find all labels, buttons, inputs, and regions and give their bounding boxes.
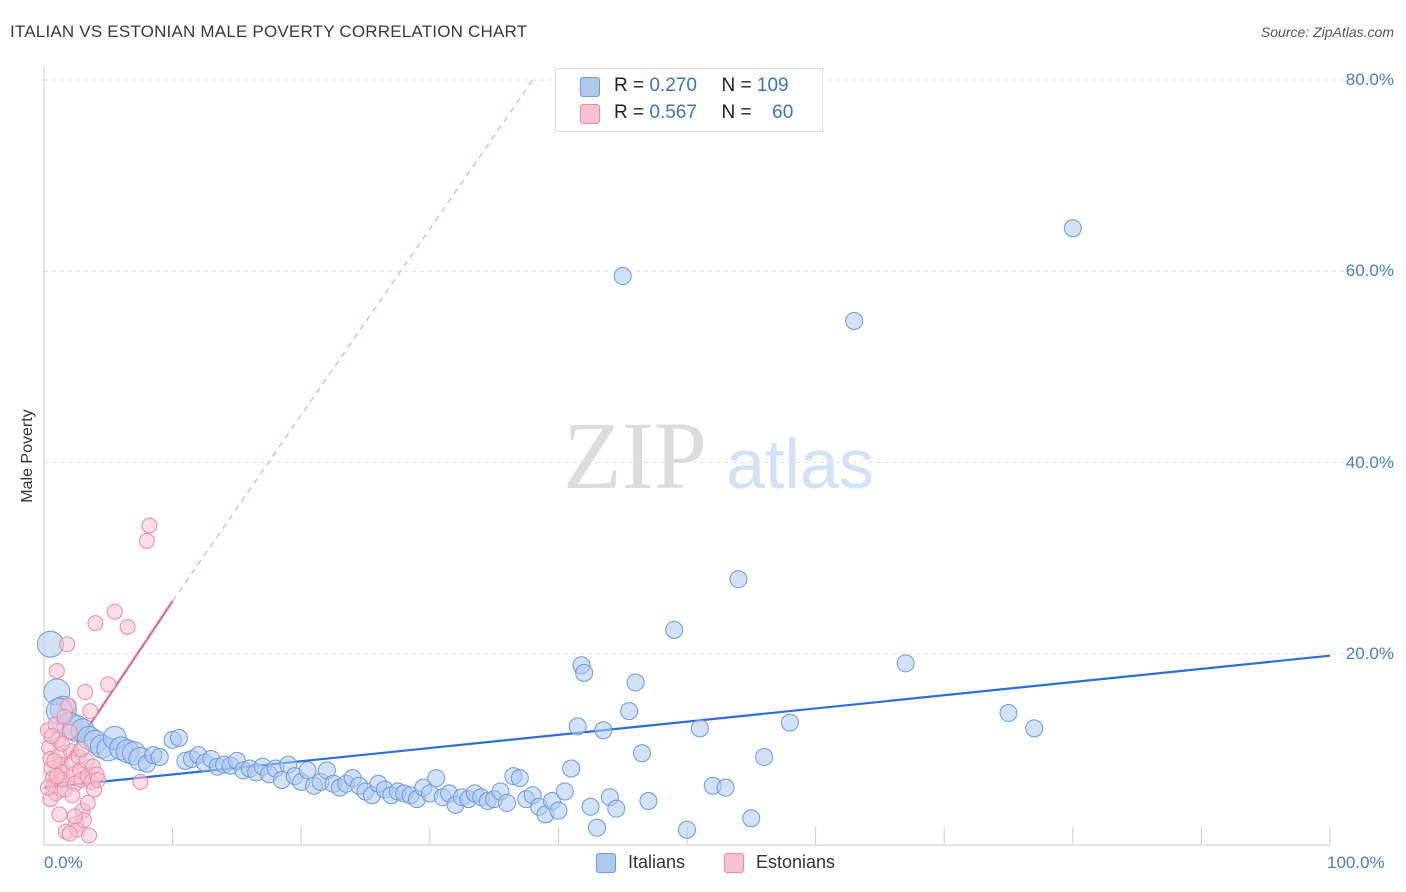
point-italians xyxy=(587,818,606,837)
y-tick-label: 40.0% xyxy=(1345,452,1394,472)
point-italians xyxy=(607,799,626,818)
point-italians xyxy=(1063,219,1082,238)
trend-extension-estonians xyxy=(172,79,534,602)
point-italians xyxy=(581,797,600,816)
y-tick-label: 80.0% xyxy=(1345,70,1394,89)
point-estonians xyxy=(46,752,63,769)
point-estonians xyxy=(81,827,98,844)
point-italians xyxy=(690,719,709,738)
legend-r-label: R = xyxy=(614,75,645,96)
point-italians xyxy=(427,769,446,788)
y-tick-label: 20.0% xyxy=(1345,643,1394,663)
axes xyxy=(43,66,1331,846)
legend-r-value: 0.567 xyxy=(649,102,697,123)
legend-r-value: 0.270 xyxy=(649,75,697,96)
watermark-atlas: atlas xyxy=(726,425,874,503)
point-italians xyxy=(999,704,1018,723)
point-estonians xyxy=(77,684,94,700)
point-italians xyxy=(742,809,761,828)
point-italians xyxy=(594,721,613,740)
y-tick-label: 60.0% xyxy=(1345,261,1394,281)
point-estonians xyxy=(87,615,104,632)
legend-n-label: N = xyxy=(721,75,752,96)
legend-n-value: 60 xyxy=(772,102,794,123)
point-italians xyxy=(555,782,574,801)
x-tick-max: 100.0% xyxy=(1327,853,1385,872)
point-estonians xyxy=(43,727,60,744)
point-estonians xyxy=(82,703,99,720)
legend-swatch-estonians xyxy=(580,104,600,124)
bottom-legend-label-italians: Italians xyxy=(628,852,686,872)
point-estonians xyxy=(61,724,78,741)
point-estonians xyxy=(119,618,136,635)
point-italians xyxy=(845,311,864,330)
bottom-legend-swatch-estonians xyxy=(724,853,744,873)
grid xyxy=(44,79,1392,655)
legend-n-value: 109 xyxy=(756,75,789,96)
point-italians xyxy=(729,570,748,589)
point-italians xyxy=(150,748,169,767)
point-italians xyxy=(497,793,516,812)
point-italians xyxy=(780,713,799,732)
point-italians xyxy=(665,620,684,639)
point-estonians xyxy=(64,787,81,804)
point-italians xyxy=(510,769,529,788)
point-italians xyxy=(170,728,189,747)
point-italians xyxy=(298,761,317,780)
legend-r-label: R = xyxy=(614,102,645,123)
point-estonians xyxy=(138,532,155,549)
point-estonians xyxy=(90,771,107,788)
point-estonians xyxy=(106,603,123,620)
legend-n-label: N = xyxy=(721,102,752,123)
point-italians xyxy=(639,792,658,811)
source-label: Source: ZipAtlas.com xyxy=(1260,24,1394,40)
point-italians xyxy=(755,748,774,767)
point-italians xyxy=(620,702,639,721)
point-estonians xyxy=(56,708,73,725)
point-estonians xyxy=(51,806,68,823)
legend-swatch-italians xyxy=(580,77,600,97)
point-estonians xyxy=(100,676,117,693)
point-estonians xyxy=(79,794,96,811)
point-italians xyxy=(568,717,587,736)
watermark-zip: ZIP xyxy=(563,402,707,509)
point-italians xyxy=(632,744,651,763)
point-italians xyxy=(1025,719,1044,738)
chart-title: ITALIAN VS ESTONIAN MALE POVERTY CORRELA… xyxy=(10,22,528,41)
point-italians xyxy=(896,654,915,673)
point-italians xyxy=(562,759,581,778)
point-italians xyxy=(678,820,696,839)
point-estonians xyxy=(141,517,158,534)
x-tick-min: 0.0% xyxy=(44,853,83,872)
bottom-legend-label-estonians: Estonians xyxy=(756,852,836,872)
point-estonians xyxy=(73,741,90,758)
legend: R = 0.270 N = 109 R = 0.567 N = 60 xyxy=(555,68,823,132)
point-italians xyxy=(716,778,735,797)
bottom-legend-swatch-italians xyxy=(596,853,616,873)
point-estonians xyxy=(48,768,65,785)
data-points xyxy=(36,219,1082,844)
point-estonians xyxy=(61,825,78,842)
point-estonians xyxy=(48,662,65,679)
point-italians xyxy=(575,663,594,682)
point-estonians xyxy=(66,808,83,825)
point-estonians xyxy=(59,636,76,653)
point-estonians xyxy=(39,779,56,796)
point-italians xyxy=(626,673,645,692)
point-estonians xyxy=(132,773,149,790)
point-italians xyxy=(549,801,568,820)
point-italians xyxy=(613,267,632,286)
